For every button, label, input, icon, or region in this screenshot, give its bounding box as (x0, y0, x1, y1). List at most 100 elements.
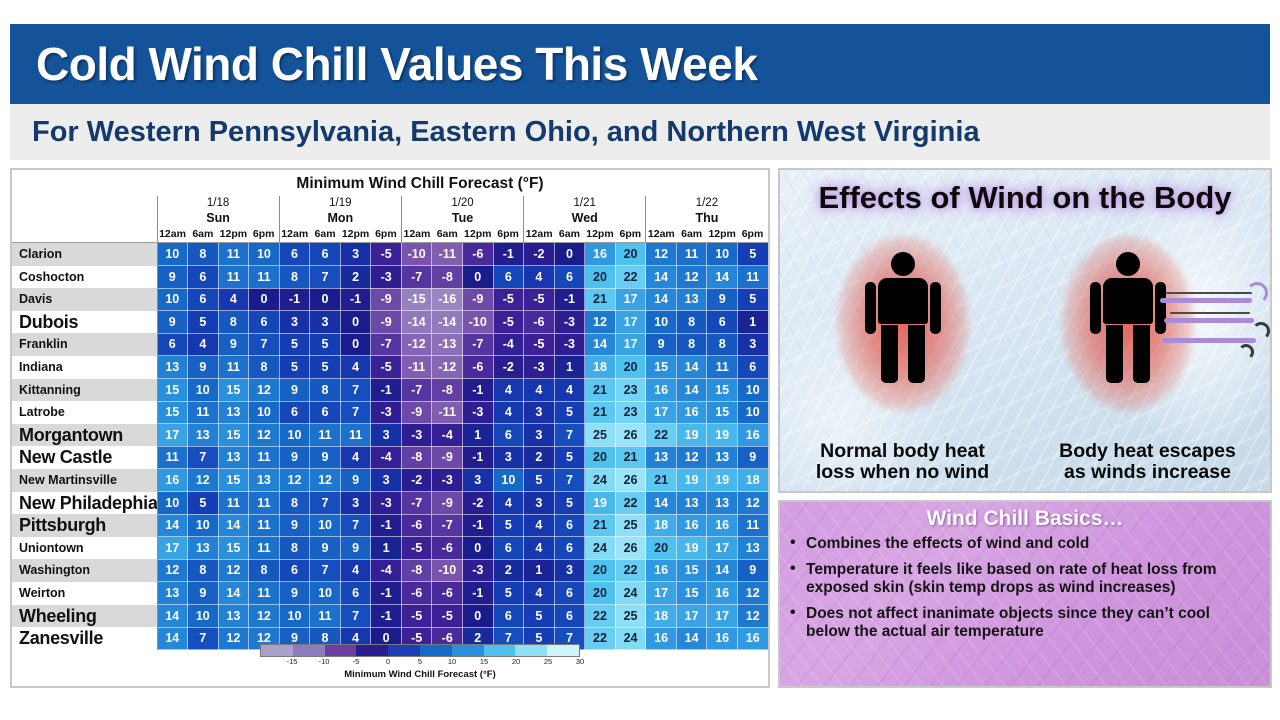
figure-group (780, 230, 1270, 425)
wind-chill-cell: 6 (309, 400, 341, 425)
wind-chill-cell: 6 (278, 241, 311, 267)
header-date-tue: 1/20 (400, 196, 525, 210)
wind-chill-cell: 10 (187, 513, 219, 538)
wind-chill-cell: 19 (584, 491, 616, 515)
colorbar-segment (483, 645, 516, 656)
wind-chill-cell: 3 (309, 310, 341, 334)
wind-chill-cell: 8 (248, 355, 280, 380)
wind-chill-cell: -1 (278, 287, 311, 312)
city-label: Clarion (12, 242, 158, 266)
wind-chill-cell: 5 (278, 355, 311, 380)
wind-chill-cell: 5 (523, 604, 555, 628)
city-label: Weirton (12, 581, 158, 605)
table-row: New Philadephia 10 5 11 11 8 7 3 -3 -7 -9 -2 4 3 5 19 22… (12, 491, 768, 515)
wind-chill-cell: 6 (278, 400, 311, 425)
wind-chill-cell: 3 (462, 468, 494, 493)
wind-chill-cell: -10 (400, 241, 433, 267)
wind-chill-cell: 8 (309, 378, 341, 402)
wind-chill-cell: 11 (248, 445, 280, 470)
colorbar-tick: -10 (318, 657, 330, 666)
list-item: Temperature it feels like based on rate … (790, 560, 1258, 597)
wind-chill-cell: 4 (523, 513, 555, 538)
wind-chill-cell: 6 (553, 581, 586, 605)
wind-chill-cell: 21 (584, 287, 616, 312)
wind-chill-cell: 17 (156, 536, 189, 560)
header-corner-cell (12, 196, 158, 210)
wind-chill-cell: 15 (675, 581, 708, 605)
table-body: Clarion 10 8 11 10 6 6 3 -5 -10 -11 -6 -1 -2 0 16 20 12 11… (12, 241, 768, 651)
header-date-sun: 1/18 (156, 196, 280, 210)
header-hour-tue-6am: 6am (431, 227, 463, 243)
wind-chill-cell: 7 (553, 468, 586, 493)
header-hour-wed-6am: 6am (554, 227, 585, 243)
colorbar-tick: 30 (575, 657, 585, 666)
wind-chill-cell: 26 (614, 423, 647, 447)
wind-chill-cell: 7 (187, 445, 219, 470)
wind-chill-cell: 22 (584, 626, 616, 651)
wind-chill-cell: 13 (156, 355, 189, 380)
wind-chill-cell: 19 (706, 468, 738, 493)
wind-chill-cell: -8 (400, 558, 433, 583)
city-label: Latrobe (12, 401, 158, 424)
wind-chill-cell: 20 (584, 265, 616, 289)
wind-chill-cell: 10 (492, 468, 525, 493)
wind-chill-cell: 13 (217, 400, 250, 425)
wind-chill-cell: 15 (217, 423, 250, 447)
wind-chill-cell: 12 (584, 310, 616, 334)
wind-chill-table-panel: Minimum Wind Chill Forecast (°F) 1/18 1/1… (10, 168, 770, 688)
wind-chill-cell: 11 (706, 355, 738, 380)
figure-captions: Normal body heat loss when no wind Body h… (780, 440, 1270, 483)
wind-chill-cell: 17 (614, 332, 647, 357)
city-label: Franklin (12, 333, 158, 356)
table-row: Dubois 9 5 8 6 3 3 0 -9 -14 -14 -10 -5 -6 -3 12 17 10 8 6 1 (12, 310, 768, 334)
wind-chill-cell: 4 (217, 287, 250, 312)
wind-chill-cell: 11 (248, 536, 280, 560)
wind-chill-cell: 25 (614, 604, 647, 628)
wind-chill-cell: -7 (400, 378, 433, 402)
wind-chill-cell: -14 (400, 310, 433, 334)
colorbar-tick: 10 (447, 657, 457, 666)
wind-chill-cell: -4 (431, 423, 463, 447)
wind-chill-cell: -6 (462, 355, 494, 380)
header-date-thu: 1/22 (645, 196, 768, 210)
wind-chill-cell: -11 (431, 400, 463, 425)
wind-chill-cell: 7 (309, 558, 341, 583)
wind-chill-cell: 7 (339, 513, 372, 538)
wind-chill-cell: 12 (217, 626, 250, 651)
wind-chill-cell: -8 (400, 445, 433, 470)
wind-chill-cell: 12 (156, 558, 189, 583)
city-label: Dubois (12, 310, 158, 334)
wind-chill-cell: 7 (553, 423, 586, 447)
wind-chill-cell: 8 (278, 265, 311, 289)
wind-chill-cell: 5 (187, 491, 219, 515)
wind-chill-cell: 9 (736, 445, 768, 470)
wind-chill-cell: 6 (492, 536, 525, 560)
wind-chill-cell: 6 (309, 241, 341, 267)
wind-chill-cell: -5 (370, 355, 402, 380)
wind-chill-cell: 19 (675, 468, 708, 493)
wind-chill-cell: 13 (675, 287, 708, 312)
header-hour-tue-6pm: 6pm (493, 227, 525, 243)
colorbar-tick: 20 (511, 657, 521, 666)
wind-chill-cell: -3 (431, 468, 463, 493)
table-row: Davis 10 6 4 0 -1 0 -1 -9 -15 -16 -9 -5 -5 -1 21 17 14 13 9… (12, 287, 768, 312)
wind-chill-cell: 19 (706, 423, 738, 447)
colorbar-tick: -5 (352, 657, 360, 666)
wind-chill-basics-panel: Wind Chill Basics… Combines the effects … (778, 500, 1272, 688)
wind-chill-cell: 25 (584, 423, 616, 447)
wind-chill-cell: 15 (217, 378, 250, 402)
header-hour-mon-6pm: 6pm (370, 227, 402, 243)
wind-chill-cell: 12 (675, 445, 708, 470)
wind-chill-table: 1/18 1/19 1/20 1/21 1/22 Sun Mon Tue Wed Thu 12a… (12, 196, 768, 651)
wind-chill-cell: 17 (156, 423, 189, 447)
table-row: Weirton 13 9 14 11 9 10 6 -1 -6 -6 -1 5 4 6 20 24 17 15 16 1… (12, 581, 768, 605)
city-label: Indiana (12, 355, 158, 379)
city-label: Wheeling (12, 604, 158, 628)
wind-arrows-icon (1159, 282, 1270, 362)
wind-chill-cell: 6 (187, 287, 219, 312)
wind-chill-cell: -13 (431, 332, 463, 357)
wind-chill-cell: -1 (370, 604, 402, 628)
wind-chill-cell: 10 (278, 604, 311, 628)
wind-chill-cell: -1 (462, 445, 494, 470)
wind-chill-cell: 12 (217, 558, 250, 583)
